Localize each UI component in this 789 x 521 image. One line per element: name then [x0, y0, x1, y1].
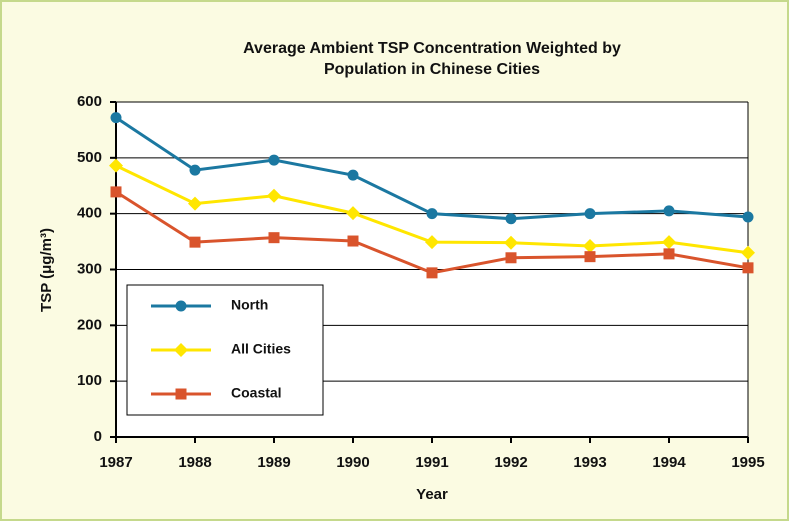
y-tick-label: 0: [94, 428, 102, 445]
point: [663, 248, 675, 260]
point: [426, 208, 438, 220]
point: [347, 235, 359, 247]
point: [189, 236, 201, 248]
point: [189, 164, 201, 176]
x-tick-label: 1987: [99, 454, 132, 471]
point: [425, 235, 439, 250]
point: [504, 235, 518, 250]
x-tick-label: 1994: [652, 454, 686, 471]
point: [175, 388, 187, 400]
point: [109, 158, 123, 173]
x-tick-label: 1993: [573, 454, 606, 471]
point: [268, 154, 280, 166]
x-tick-label: 1989: [257, 454, 290, 471]
point: [584, 208, 596, 220]
y-tick-label: 400: [77, 205, 102, 222]
x-tick-label: 1995: [731, 454, 764, 471]
point: [110, 112, 122, 124]
chart-title: Average Ambient TSP Concentration Weight…: [243, 40, 621, 78]
legend-label: Coastal: [231, 385, 282, 401]
point: [346, 206, 360, 221]
point: [663, 205, 675, 217]
x-tick-label: 1991: [415, 454, 448, 471]
point: [110, 186, 122, 198]
point: [505, 213, 517, 225]
point: [426, 267, 438, 279]
y-tick-label: 600: [77, 93, 102, 110]
x-axis-label: Year: [416, 486, 448, 503]
y-axis-label: TSP (μg/m³): [38, 228, 55, 312]
legend-label: North: [231, 297, 268, 313]
y-tick-label: 500: [77, 149, 102, 166]
point: [742, 211, 754, 223]
point: [347, 169, 359, 181]
x-tick-label: 1992: [494, 454, 527, 471]
y-tick-label: 200: [77, 316, 102, 333]
x-tick-label: 1988: [178, 454, 211, 471]
legend-label: All Cities: [231, 341, 291, 357]
point: [174, 343, 188, 357]
point: [505, 252, 517, 264]
point: [742, 262, 754, 274]
point: [175, 300, 187, 312]
y-tick-label: 100: [77, 372, 102, 389]
point: [188, 196, 202, 211]
point: [583, 239, 597, 254]
point: [267, 188, 281, 203]
point: [268, 232, 280, 244]
point: [741, 245, 755, 260]
point: [584, 251, 596, 263]
x-tick-label: 1990: [336, 454, 369, 471]
point: [662, 235, 676, 250]
y-tick-label: 300: [77, 260, 102, 277]
